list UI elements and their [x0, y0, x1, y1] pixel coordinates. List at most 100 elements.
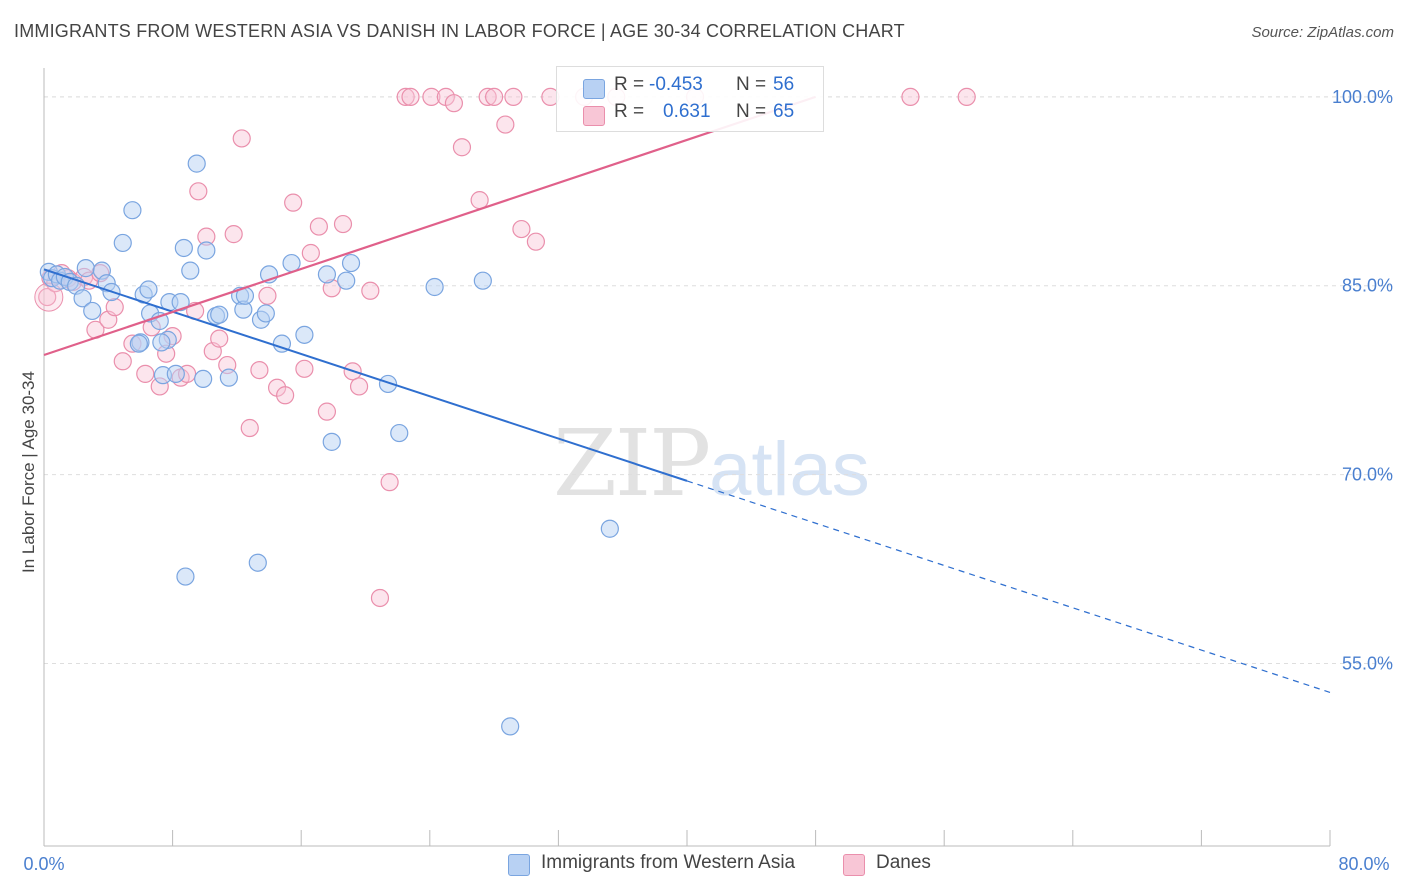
danes-point [189, 182, 208, 201]
western-asia-point [73, 289, 92, 308]
western-asia-point [210, 305, 229, 324]
western-asia-point [272, 334, 292, 353]
danes-point [452, 138, 472, 157]
danes-point [136, 364, 155, 383]
danes-point [901, 87, 920, 106]
danes-point [105, 298, 124, 317]
western-asia-point [152, 333, 171, 352]
western-asia-point [501, 717, 520, 736]
danes-point [485, 87, 504, 106]
danes-point [276, 386, 295, 405]
western-asia-point [123, 201, 142, 220]
danes-point [250, 360, 269, 380]
y-axis-label: In Labor Force | Age 30-34 [19, 371, 38, 573]
legend-r-value: -0.453 [649, 74, 703, 95]
watermark-atlas: atlas [709, 427, 870, 512]
danes-point [957, 87, 976, 106]
trendlines [43, 95, 1331, 693]
y-tick-label: 55.0% [1342, 653, 1393, 673]
x-tick-label: 0.0% [23, 854, 64, 874]
danes-point [478, 87, 497, 106]
western-asia-trendline [43, 268, 688, 482]
western-asia-point [76, 259, 95, 278]
danes-point [38, 287, 57, 307]
legend-swatch-pink [583, 106, 605, 126]
legend-r-label: R = [614, 74, 645, 95]
western-asia-point [197, 241, 216, 260]
western-asia-point [248, 553, 267, 572]
western-asia-point [390, 423, 409, 443]
western-asia-point [174, 238, 193, 258]
watermark: ZIPatlas [553, 410, 870, 517]
y-tick-label: 100.0% [1332, 87, 1393, 107]
western-asia-point [113, 233, 132, 253]
danes-point [401, 87, 420, 106]
western-asia-point [166, 364, 185, 383]
western-asia-point [473, 271, 492, 290]
legend-r-value: 0.631 [663, 101, 711, 122]
danes-point [301, 243, 320, 263]
western-asia-point [139, 280, 158, 299]
legend-n-value: 56 [773, 74, 795, 95]
western-asia-point [256, 304, 275, 323]
danes-point [444, 94, 464, 113]
danes-point [113, 352, 132, 371]
legend-r-label: R = [614, 101, 645, 122]
bottom-legend-label: Danes [876, 852, 931, 873]
western-asia-point [337, 271, 356, 290]
danes-point [224, 225, 243, 244]
tick-labels: 55.0% 70.0% 85.0% 100.0% 0.0% 80.0% In Labor F… [19, 87, 1393, 874]
bottom-legend-western-asia: Immigrants from Western Asia [508, 852, 796, 876]
legend-n-label: N = [736, 101, 767, 122]
western-asia-point [129, 334, 148, 353]
bottom-legend-label: Immigrants from Western Asia [541, 852, 796, 873]
danes-point [512, 219, 531, 239]
chart-title: IMMIGRANTS FROM WESTERN ASIA VS DANISH I… [14, 21, 905, 41]
western-asia-point [83, 301, 102, 321]
source-label: Source: ZipAtlas.com [1251, 24, 1394, 41]
legend-row-western-asia: R = -0.453 N = 56 [557, 74, 817, 100]
danes-point [333, 214, 353, 234]
danes-point [317, 402, 337, 421]
western-asia-point [194, 369, 213, 389]
correlation-legend: R = -0.453 N = 56 R = 0.631 N = 65 [556, 66, 824, 132]
western-asia-point [317, 265, 337, 284]
western-asia-point [187, 154, 206, 173]
danes-point [396, 87, 415, 106]
axes [43, 68, 1331, 847]
grid [44, 96, 1394, 664]
legend-row-danes: R = 0.631 N = 65 [557, 101, 817, 127]
western-asia-points [39, 154, 619, 736]
danes-point [504, 87, 523, 106]
x-tick-label: 80.0% [1338, 854, 1389, 874]
y-tick-label: 70.0% [1342, 465, 1393, 485]
danes-point [526, 232, 545, 251]
western-asia-point [171, 293, 190, 312]
danes-point [210, 329, 229, 348]
danes-point [380, 473, 399, 492]
danes-point [258, 286, 277, 305]
western-asia-point [295, 325, 314, 344]
bottom-legend-swatch-pink [843, 854, 865, 876]
danes-point [361, 281, 380, 300]
danes-point [349, 377, 369, 396]
danes-point [496, 115, 515, 134]
danes-point [309, 217, 328, 236]
western-asia-point [425, 277, 444, 297]
danes-point [232, 129, 251, 148]
danes-point [470, 191, 489, 210]
y-tick-label: 85.0% [1342, 276, 1393, 296]
bottom-legend-swatch-blue [508, 854, 530, 876]
legend-n-label: N = [736, 74, 767, 95]
western-asia-trendline-extension [686, 480, 1331, 693]
danes-point [284, 193, 303, 212]
western-asia-point [282, 253, 301, 273]
western-asia-point [600, 519, 619, 538]
legend-n-value: 65 [773, 101, 795, 122]
danes-point [240, 418, 259, 438]
western-asia-point [219, 368, 238, 387]
western-asia-point [181, 261, 200, 280]
western-asia-point [176, 567, 195, 586]
danes-trendline [43, 95, 816, 357]
western-asia-point [322, 432, 341, 451]
